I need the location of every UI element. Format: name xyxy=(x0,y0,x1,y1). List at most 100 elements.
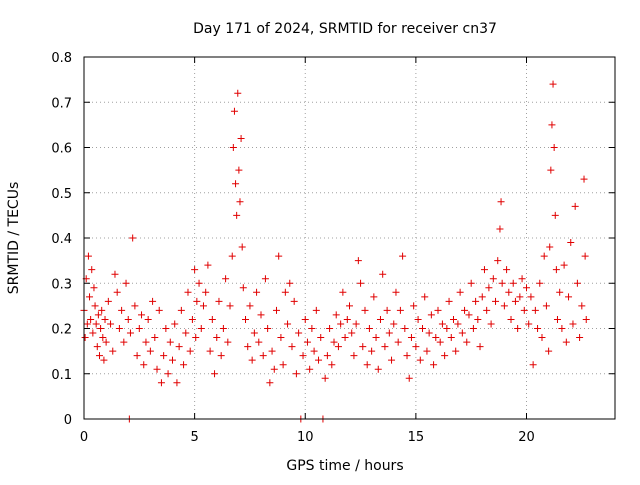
data-point-plus-marker xyxy=(416,356,424,364)
data-point-plus-marker xyxy=(89,329,97,337)
data-point-plus-marker xyxy=(315,356,323,364)
data-point-plus-marker xyxy=(538,334,546,342)
data-point-plus-marker xyxy=(135,325,143,332)
data-point-plus-marker xyxy=(99,334,107,342)
data-point-plus-marker xyxy=(343,315,351,323)
data-point-plus-marker xyxy=(405,374,413,382)
data-point-plus-marker xyxy=(567,239,575,247)
data-point-plus-marker xyxy=(238,243,246,251)
data-point-plus-marker xyxy=(427,311,435,319)
data-point-plus-marker xyxy=(350,352,358,360)
data-point-plus-marker xyxy=(312,306,320,314)
data-point-plus-marker xyxy=(489,275,497,283)
data-point-plus-marker xyxy=(92,320,100,328)
data-point-plus-marker xyxy=(224,338,232,346)
data-point-plus-marker xyxy=(514,325,522,332)
data-point-plus-marker xyxy=(217,352,225,360)
data-point-plus-marker xyxy=(396,306,404,314)
data-point-plus-marker xyxy=(87,315,95,323)
data-point-plus-marker xyxy=(578,302,586,310)
data-point-plus-marker xyxy=(222,275,230,283)
data-point-plus-marker xyxy=(301,315,309,323)
data-point-plus-marker xyxy=(257,311,265,319)
data-point-plus-marker xyxy=(93,343,101,351)
data-point-plus-marker xyxy=(556,288,564,296)
data-point-plus-marker xyxy=(454,320,462,328)
data-point-plus-marker xyxy=(236,198,244,206)
data-point-plus-marker xyxy=(445,297,453,305)
data-point-plus-marker xyxy=(571,202,579,210)
data-point-plus-marker xyxy=(496,225,504,233)
y-axis-title: SRMTID / TECUs xyxy=(6,182,22,295)
data-point-plus-marker xyxy=(545,347,553,355)
x-tick-label: 20 xyxy=(518,430,535,445)
data-point-plus-marker xyxy=(84,252,92,260)
data-point-plus-marker xyxy=(425,329,433,337)
data-point-plus-marker xyxy=(177,306,185,314)
data-point-plus-marker xyxy=(219,325,227,332)
data-point-plus-marker xyxy=(549,80,557,88)
data-point-plus-marker xyxy=(95,352,103,360)
data-point-plus-marker xyxy=(83,320,91,328)
data-point-plus-marker xyxy=(226,302,234,310)
data-point-plus-marker xyxy=(536,279,544,287)
data-point-plus-marker xyxy=(463,338,471,346)
data-point-plus-marker xyxy=(215,297,223,305)
data-point-plus-marker xyxy=(192,334,200,342)
data-point-plus-marker xyxy=(197,325,205,332)
data-point-plus-marker xyxy=(279,361,287,369)
y-tick-label: 0 xyxy=(64,413,72,428)
data-point-plus-marker xyxy=(339,288,347,296)
data-point-plus-marker xyxy=(346,302,353,310)
data-point-plus-marker xyxy=(472,297,480,305)
data-point-plus-marker xyxy=(376,315,384,323)
data-point-plus-marker xyxy=(299,352,307,360)
data-point-plus-marker xyxy=(467,279,475,287)
data-point-plus-marker xyxy=(281,288,289,296)
data-point-plus-marker xyxy=(480,266,488,274)
data-point-plus-marker xyxy=(407,334,415,342)
data-point-plus-marker xyxy=(485,284,493,292)
data-point-plus-marker xyxy=(111,270,119,278)
data-point-plus-marker xyxy=(290,297,298,305)
data-point-plus-marker xyxy=(184,288,192,296)
data-point-plus-marker xyxy=(430,361,438,369)
data-point-plus-marker xyxy=(144,315,152,323)
data-point-plus-marker xyxy=(412,343,420,351)
data-point-plus-marker xyxy=(363,361,371,369)
data-point-plus-marker xyxy=(443,325,451,332)
data-point-plus-marker xyxy=(419,325,427,332)
data-point-plus-marker xyxy=(140,361,148,369)
y-tick-label: 0.2 xyxy=(51,323,72,338)
data-point-plus-marker xyxy=(86,293,94,301)
data-point-plus-marker xyxy=(383,306,391,314)
data-point-plus-marker xyxy=(204,261,212,269)
data-point-plus-marker xyxy=(253,288,261,296)
data-point-plus-marker xyxy=(548,121,556,129)
data-point-plus-marker xyxy=(456,288,464,296)
data-point-plus-marker xyxy=(97,325,105,332)
data-point-plus-marker xyxy=(248,356,256,364)
data-point-plus-marker xyxy=(199,302,207,310)
data-point-plus-marker xyxy=(550,144,558,151)
data-point-plus-marker xyxy=(157,379,165,387)
data-point-plus-marker xyxy=(191,266,199,274)
data-point-plus-marker xyxy=(542,302,550,310)
data-point-plus-marker xyxy=(410,302,418,310)
data-point-plus-marker xyxy=(188,315,196,323)
data-point-plus-marker xyxy=(102,338,110,346)
data-point-plus-marker xyxy=(122,279,130,287)
data-point-plus-marker xyxy=(562,338,570,346)
data-point-plus-marker xyxy=(98,306,106,314)
data-point-plus-marker xyxy=(171,320,179,328)
x-tick-label: 15 xyxy=(408,430,425,445)
data-point-plus-marker xyxy=(498,279,506,287)
data-point-plus-marker xyxy=(582,315,590,323)
data-point-plus-marker xyxy=(403,352,411,360)
data-point-plus-marker xyxy=(100,356,108,364)
data-point-plus-marker xyxy=(507,315,515,323)
data-point-plus-marker xyxy=(359,343,367,351)
data-point-plus-marker xyxy=(244,343,252,351)
